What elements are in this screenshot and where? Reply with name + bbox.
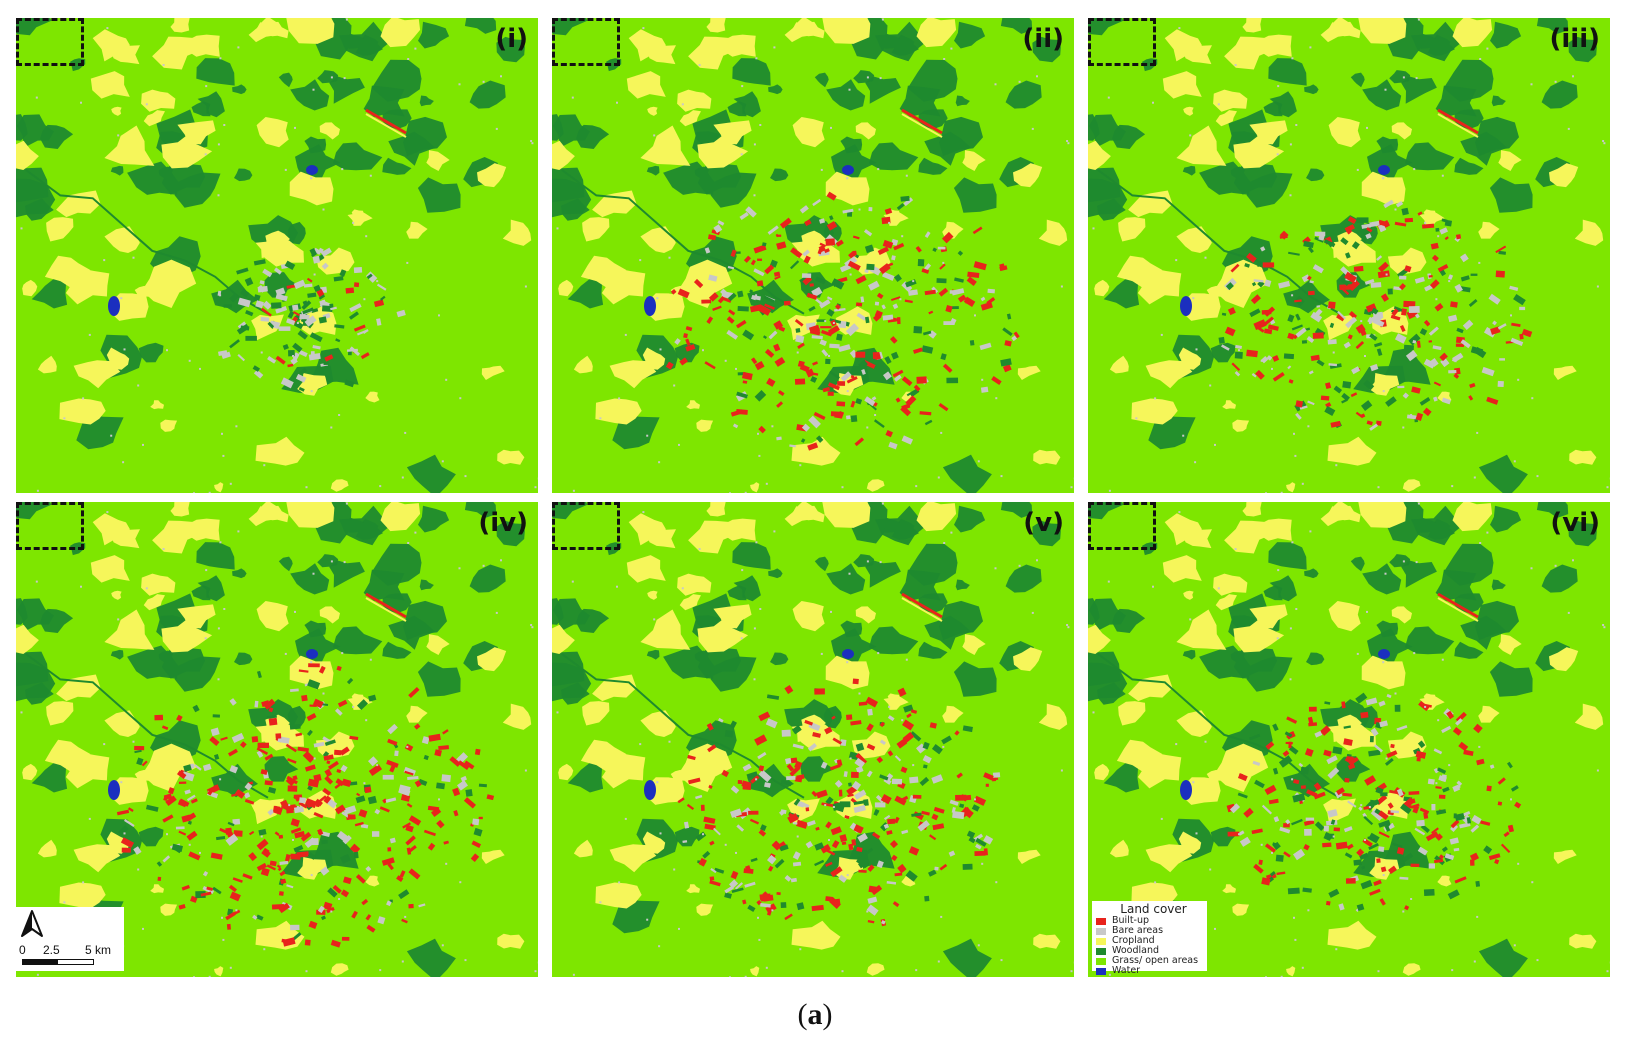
- caption-letter: a: [807, 998, 823, 1031]
- panel-label: (iv): [478, 508, 528, 538]
- legend-item-bare: Bare areas: [1096, 926, 1203, 936]
- legend-label: Bare areas: [1112, 925, 1164, 936]
- legend-swatch: [1096, 947, 1106, 955]
- legend-item-builtup: Built-up: [1096, 916, 1203, 926]
- map-panel-v: (v): [552, 502, 1074, 977]
- north-arrow-icon: [21, 910, 43, 937]
- legend-item-water: Water: [1096, 966, 1203, 976]
- map-raster: [16, 18, 538, 493]
- map-raster: [552, 502, 1074, 977]
- inset-box: [552, 18, 620, 66]
- builtup-area: [665, 191, 1020, 451]
- legend-item-grass: Grass/ open areas: [1096, 956, 1203, 966]
- legend-swatch: [1096, 937, 1106, 945]
- inset-box: [16, 18, 84, 66]
- scale-bar: 0 2.5 5 km: [16, 907, 124, 971]
- panel-label: (ii): [1022, 24, 1064, 54]
- legend-swatch: [1096, 957, 1106, 965]
- legend-label: Built-up: [1112, 915, 1150, 926]
- inset-box: [16, 502, 84, 550]
- inset-box: [552, 502, 620, 550]
- map-raster: [1088, 502, 1610, 977]
- map-panel-ii: (ii): [552, 18, 1074, 493]
- map-raster: [552, 18, 1074, 493]
- legend-swatch: [1096, 917, 1106, 925]
- map-raster: [16, 502, 538, 977]
- builtup-area: [116, 663, 495, 948]
- inset-box: [1088, 502, 1156, 550]
- legend-item-woodland: Woodland: [1096, 946, 1203, 956]
- legend-title: Land cover: [1120, 902, 1187, 916]
- map-raster: [1088, 18, 1610, 493]
- legend-item-cropland: Cropland: [1096, 936, 1203, 946]
- map-panel-iii: (iii): [1088, 18, 1610, 493]
- panel-label: (vi): [1550, 508, 1600, 538]
- map-panel-vi: (vi): [1088, 502, 1610, 977]
- builtup-area: [1218, 199, 1533, 431]
- scale-tick-2: 5 km: [85, 943, 112, 957]
- map-panel-iv: (iv): [16, 502, 538, 977]
- legend-swatch: [1096, 927, 1106, 935]
- scale-tick-1: 2.5: [43, 943, 60, 957]
- panel-label: (iii): [1549, 24, 1600, 54]
- scale-tick-0: 0: [19, 943, 26, 957]
- figure-caption: (a): [0, 998, 1630, 1032]
- panel-label: (i): [495, 24, 528, 54]
- caption-open: (: [797, 998, 808, 1031]
- builtup-area: [677, 678, 1001, 927]
- legend-label: Cropland: [1112, 935, 1155, 946]
- map-panel-i: (i): [16, 18, 538, 493]
- legend: Land cover Built-up Bare areas Cropland …: [1092, 901, 1207, 976]
- caption-close: ): [822, 998, 833, 1031]
- panel-label: (v): [1023, 508, 1064, 538]
- inset-box: [1088, 18, 1156, 66]
- scale-line: [22, 959, 94, 965]
- legend-label: Water: [1112, 965, 1141, 976]
- legend-label: Woodland: [1112, 945, 1160, 956]
- legend-swatch: [1096, 967, 1106, 975]
- legend-label: Grass/ open areas: [1112, 955, 1199, 966]
- builtup-area: [217, 247, 406, 392]
